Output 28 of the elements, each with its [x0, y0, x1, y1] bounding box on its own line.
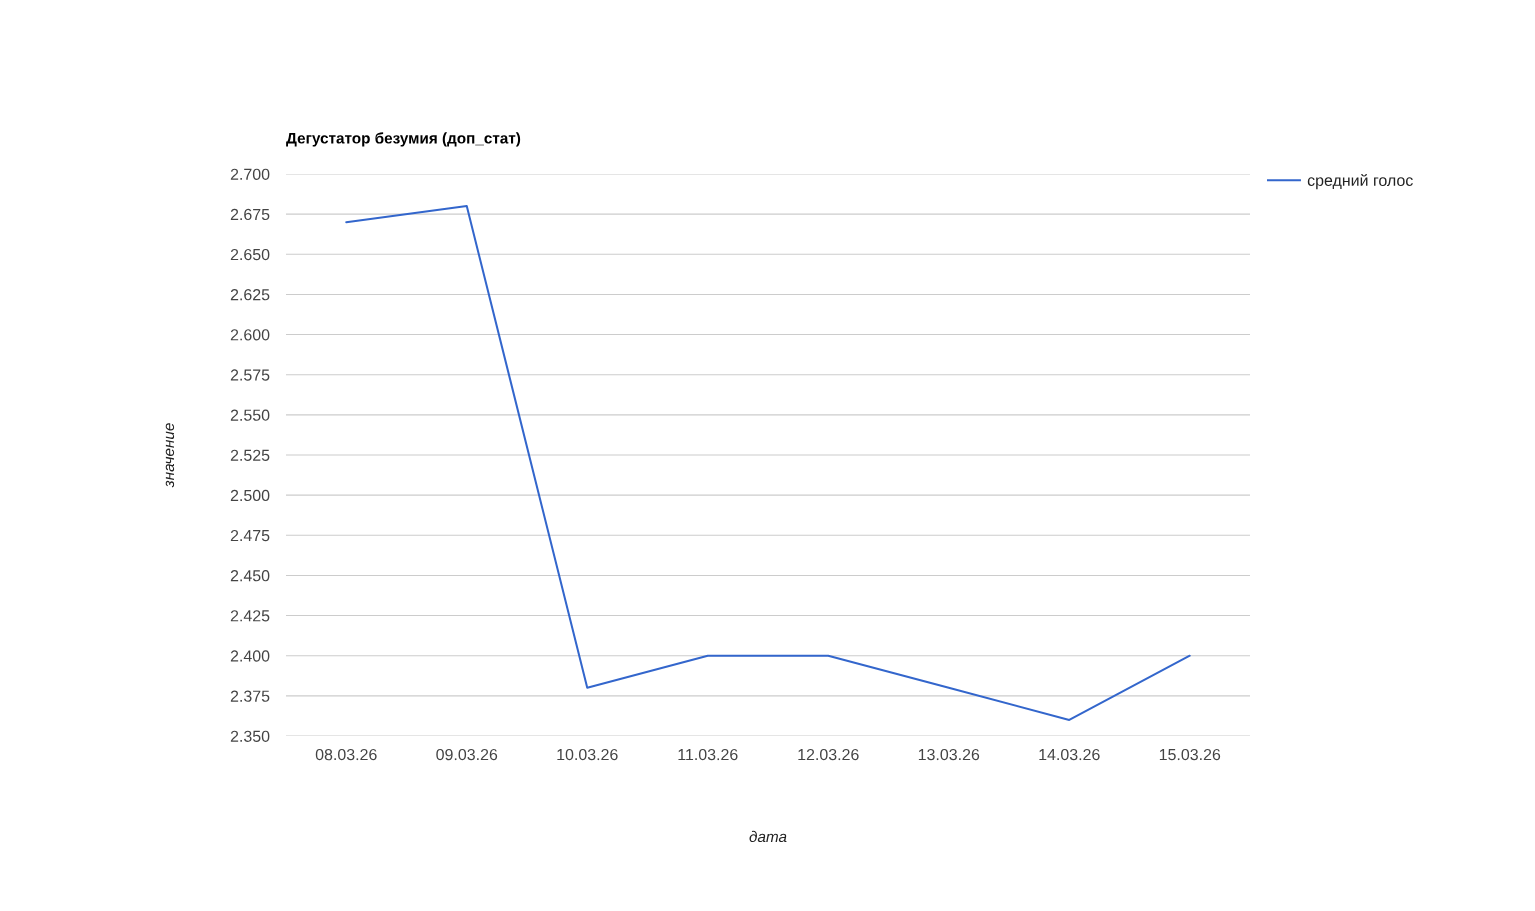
y-tick-label: 2.400: [230, 650, 270, 662]
y-tick-label: 2.575: [230, 369, 270, 381]
x-axis-title: дата: [749, 830, 787, 843]
y-tick-label: 2.350: [230, 730, 270, 742]
y-tick-label: 2.600: [230, 329, 270, 341]
x-tick-label: 10.03.26: [557, 748, 618, 761]
x-tick-label: 14.03.26: [1039, 748, 1100, 761]
y-tick-label: 2.500: [230, 489, 270, 502]
y-tick-label: 2.650: [230, 248, 270, 261]
y-tick-label: 2.625: [230, 289, 270, 301]
x-tick-label: 13.03.26: [918, 748, 980, 761]
x-tick-label: 08.03.26: [315, 748, 377, 761]
y-tick-label: 2.700: [230, 168, 270, 180]
x-tick-label: 09.03.26: [436, 748, 498, 761]
x-tick-label: 15.03.26: [1159, 748, 1221, 761]
y-tick-label: 2.475: [230, 529, 270, 542]
x-tick-label: 12.03.26: [798, 748, 859, 761]
y-tick-label: 2.550: [230, 409, 270, 421]
y-tick-label: 2.525: [230, 449, 270, 461]
y-tick-label: 2.450: [230, 570, 270, 582]
y-axis-title: значение: [165, 423, 175, 488]
y-tick-label: 2.425: [230, 610, 270, 622]
y-tick-label: 2.675: [230, 208, 270, 221]
legend-label: средний голос: [1307, 174, 1413, 190]
x-tick-label: 11.03.26: [678, 748, 738, 761]
chart-title: Дегустатор безумия (доп_стат): [286, 132, 521, 147]
line-series: [345, 205, 1191, 721]
y-tick-label: 2.375: [230, 690, 270, 702]
